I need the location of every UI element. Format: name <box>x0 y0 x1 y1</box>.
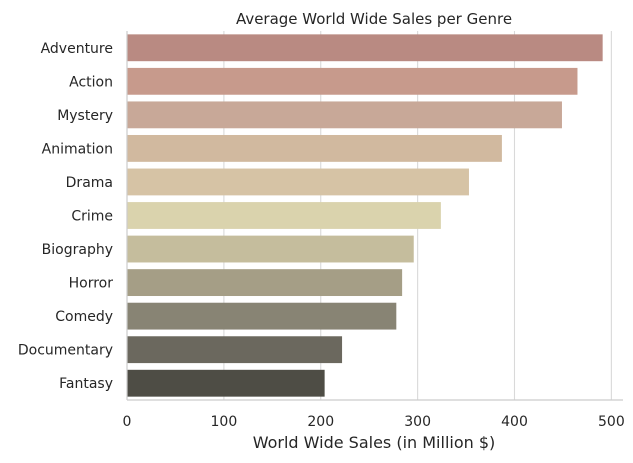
bar-action <box>127 67 578 95</box>
bar-drama <box>127 168 469 196</box>
category-label-adventure: Adventure <box>41 41 113 57</box>
bar-biography <box>127 235 414 263</box>
x-tick-label: 0 <box>123 414 132 430</box>
x-tick-label: 400 <box>501 414 528 430</box>
x-tick-labels: 0 100 200 300 400 500 <box>123 414 625 430</box>
bars <box>127 34 603 397</box>
x-tick-label: 100 <box>211 414 238 430</box>
category-label-fantasy: Fantasy <box>59 376 113 392</box>
category-labels: Adventure Action Mystery Animation Drama Crim… <box>18 41 113 392</box>
category-label-drama: Drama <box>66 175 113 191</box>
x-tick-label: 500 <box>598 414 625 430</box>
bar-adventure <box>127 34 603 62</box>
category-label-action: Action <box>69 74 113 90</box>
x-tick-label: 300 <box>404 414 431 430</box>
category-label-animation: Animation <box>42 141 113 157</box>
bar-crime <box>127 202 441 229</box>
bar-comedy <box>127 302 397 330</box>
category-label-horror: Horror <box>69 276 114 292</box>
bar-mystery <box>127 101 562 129</box>
category-label-mystery: Mystery <box>57 108 113 124</box>
category-label-comedy: Comedy <box>55 309 113 325</box>
category-label-crime: Crime <box>71 209 113 225</box>
category-label-biography: Biography <box>42 242 113 258</box>
bar-horror <box>127 269 403 297</box>
x-axis-label: World Wide Sales (in Million $) <box>253 433 496 452</box>
x-tick-label: 200 <box>307 414 334 430</box>
bar-documentary <box>127 336 343 364</box>
bar-animation <box>127 134 502 162</box>
category-label-documentary: Documentary <box>18 343 113 359</box>
bar-fantasy <box>127 369 325 397</box>
chart-title: Average World Wide Sales per Genre <box>236 10 512 28</box>
